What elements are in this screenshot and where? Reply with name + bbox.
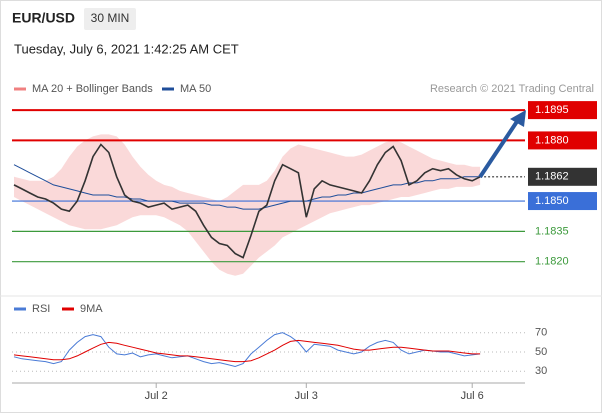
forecast-arrowhead [510,110,526,127]
timeframe-box [84,8,136,30]
rsi-line [13,339,481,363]
price-line [13,143,481,259]
level-label-box [528,167,597,186]
legend-label: MA 50 [180,83,211,95]
level-label: 1.1895 [535,104,569,116]
date: Tuesday, July 6, 2021 1:42:25 AM CET [14,41,239,56]
level-label: 1.1820 [535,256,569,268]
level-label-box [528,192,597,211]
legend-label: RSI [32,303,50,315]
level-label-box [528,131,597,150]
x-tick-label: Jul 6 [461,390,484,402]
forecast-arrow [478,118,520,179]
x-tick-label: Jul 3 [295,390,318,402]
level-label: 1.1850 [535,195,569,207]
legend-label: 9MA [80,303,103,315]
symbol: EUR/USD [12,10,75,26]
level-label: 1.1862 [535,171,569,183]
y-tick-label: 50 [535,346,547,358]
y-tick-label: 70 [535,327,547,339]
rsi-line [13,332,481,368]
ma-line [13,164,481,210]
timeframe: 30 MIN [91,11,130,25]
x-tick-label: Jul 2 [145,390,168,402]
credit: Research © 2021 Trading Central [430,83,594,95]
level-label-box [528,101,597,120]
legend-label: MA 20 + Bollinger Bands [32,83,153,95]
level-label: 1.1835 [535,225,569,237]
bollinger-band [14,134,481,276]
y-tick-label: 30 [535,365,547,377]
level-label: 1.1880 [535,134,569,146]
